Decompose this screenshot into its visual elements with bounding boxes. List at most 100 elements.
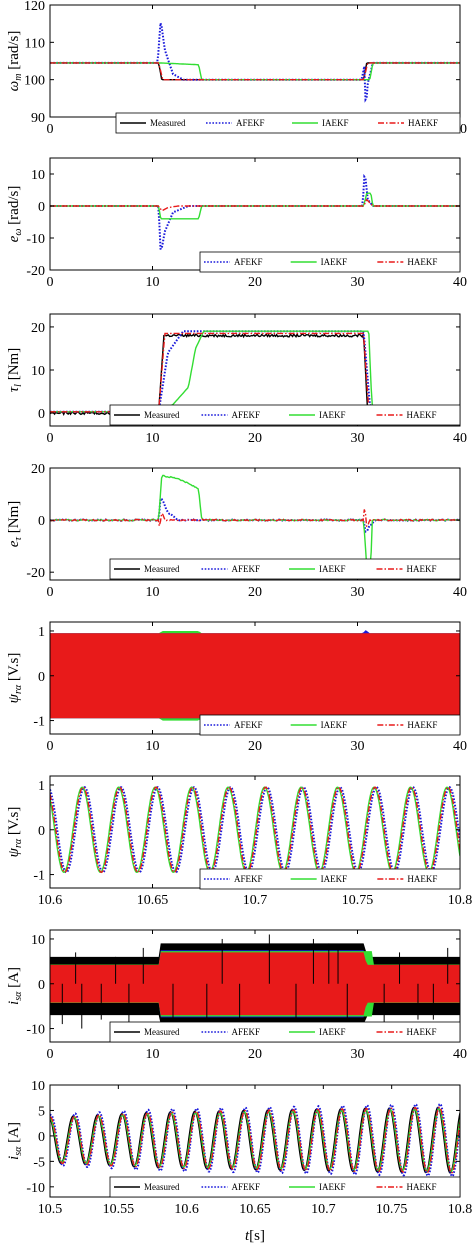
y-tick-label: 0 — [38, 824, 45, 839]
legend-box — [109, 1021, 461, 1043]
series-line-haekf — [50, 198, 460, 212]
y-tick-label: 0 — [38, 200, 45, 215]
plot-area — [50, 630, 460, 721]
x-tick-label: 10.5 — [38, 1202, 63, 1217]
series-line-haekf — [50, 509, 460, 527]
series-line-iaekf — [50, 474, 460, 569]
x-tick-label: 30 — [351, 585, 365, 600]
y-tick-label: 100 — [24, 74, 45, 89]
x-tick-label: 30 — [351, 1047, 365, 1062]
x-tick-label: 0 — [47, 275, 54, 290]
y-tick-label: 10 — [31, 1079, 45, 1094]
series-band-haekf — [50, 633, 460, 719]
y-tick-label: 0 — [38, 978, 45, 993]
y-tick-label: 0 — [38, 1130, 45, 1145]
legend-label-afekf: AFEKF — [236, 118, 265, 128]
y-axis-label: eτ [Nm] — [6, 501, 24, 548]
y-axis-label: eω [rad/s] — [6, 186, 24, 243]
y-axis-label: ωm [rad/s] — [6, 31, 24, 92]
legend: AFEKF IAEKF HAEKF — [199, 868, 461, 890]
legend-label-measured: Measured — [144, 410, 180, 420]
legend-label-afekf: AFEKF — [234, 257, 263, 267]
x-tick-label: 10 — [146, 431, 160, 446]
x-tick-label: 10 — [146, 585, 160, 600]
x-tick-label: 20 — [248, 1047, 262, 1062]
legend-label-iaekf: IAEKF — [319, 1182, 346, 1192]
legend-label-haekf: HAEKF — [407, 720, 437, 730]
x-tick-label: 10.65 — [137, 893, 169, 908]
x-tick-label: 10.6 — [38, 893, 63, 908]
x-tick-label: 20 — [248, 739, 262, 754]
y-tick-label: -10 — [26, 1181, 45, 1196]
y-tick-label: 0 — [38, 514, 45, 529]
legend-label-afekf: AFEKF — [232, 564, 261, 574]
plot-area — [50, 22, 460, 103]
x-tick-label: 10.8 — [448, 893, 473, 908]
series-line-haekf — [50, 332, 460, 413]
legend: AFEKF IAEKF HAEKF — [199, 251, 461, 273]
y-axis-label: isα [A] — [6, 967, 24, 1005]
x-tick-label: 10.6 — [174, 1202, 199, 1217]
x-tick-label: 10.55 — [103, 1202, 135, 1217]
plot-area — [50, 786, 460, 874]
plot-area — [50, 1102, 460, 1178]
legend-label-haekf: HAEKF — [407, 1182, 437, 1192]
x-tick-label: 0 — [47, 431, 54, 446]
legend-label-iaekf: IAEKF — [321, 720, 348, 730]
legend-label-afekf: AFEKF — [234, 874, 263, 884]
y-tick-label: 110 — [25, 36, 45, 51]
y-tick-label: 90 — [31, 111, 45, 126]
series-band-haekf — [50, 952, 460, 1016]
x-tick-label: 10.7 — [243, 893, 268, 908]
legend-label-measured: Measured — [144, 564, 180, 574]
chart-panel-8: 10.5 10.55 10.6 10.65 10.7 10.75 10.8 -10 -5 0 5 10… — [6, 1079, 472, 1217]
legend-box — [199, 868, 461, 890]
legend-label-afekf: AFEKF — [232, 410, 261, 420]
plot-area — [50, 173, 460, 251]
x-tick-label: 40 — [453, 275, 467, 290]
legend-label-haekf: HAEKF — [407, 1027, 437, 1037]
plot-area — [50, 474, 460, 569]
legend-box — [199, 251, 461, 273]
y-tick-label: 10 — [31, 168, 45, 183]
plot-area — [50, 330, 460, 416]
legend-box — [109, 404, 461, 426]
x-tick-label: 10 — [146, 275, 160, 290]
y-tick-label: 0 — [38, 407, 45, 422]
y-axis-label: τl [Nm] — [6, 348, 24, 392]
x-tick-label: 0 — [47, 739, 54, 754]
y-tick-label: 5 — [38, 1104, 45, 1119]
plot-area — [50, 934, 460, 1034]
y-tick-label: 10 — [31, 364, 45, 379]
series-line-afekf — [50, 22, 460, 103]
series-line-afekf — [50, 173, 460, 251]
legend-label-iaekf: IAEKF — [319, 1027, 346, 1037]
chart-panel-3: 0 10 20 30 40 0 10 20 τl [Nm] — [6, 313, 467, 446]
x-axis-label: t[s] — [245, 1228, 265, 1244]
series-line-measured — [50, 62, 460, 81]
legend-label-measured: Measured — [150, 118, 186, 128]
legend: Measured AFEKF IAEKF HAEKF — [115, 112, 461, 134]
x-tick-label: 0 — [47, 1047, 54, 1062]
x-tick-label: 20 — [248, 585, 262, 600]
x-tick-label: 10 — [146, 739, 160, 754]
axes-box — [49, 4, 461, 118]
x-tick-label: 40 — [453, 739, 467, 754]
legend: Measured AFEKF IAEKF HAEKF — [109, 1021, 461, 1043]
legend-label-haekf: HAEKF — [407, 410, 437, 420]
y-tick-label: 1 — [38, 779, 45, 794]
x-tick-label: 20 — [248, 275, 262, 290]
legend: Measured AFEKF IAEKF HAEKF — [109, 404, 461, 426]
x-tick-label: 40 — [453, 585, 467, 600]
legend-label-measured: Measured — [144, 1182, 180, 1192]
y-tick-label: 1 — [38, 625, 45, 640]
y-axis-label: ψrα [V.s] — [6, 653, 24, 704]
legend-box — [199, 714, 461, 736]
x-tick-label: 40 — [453, 431, 467, 446]
legend-label-iaekf: IAEKF — [319, 564, 346, 574]
y-tick-label: 10 — [31, 933, 45, 948]
x-tick-label: 30 — [351, 431, 365, 446]
legend-box — [109, 1176, 461, 1198]
